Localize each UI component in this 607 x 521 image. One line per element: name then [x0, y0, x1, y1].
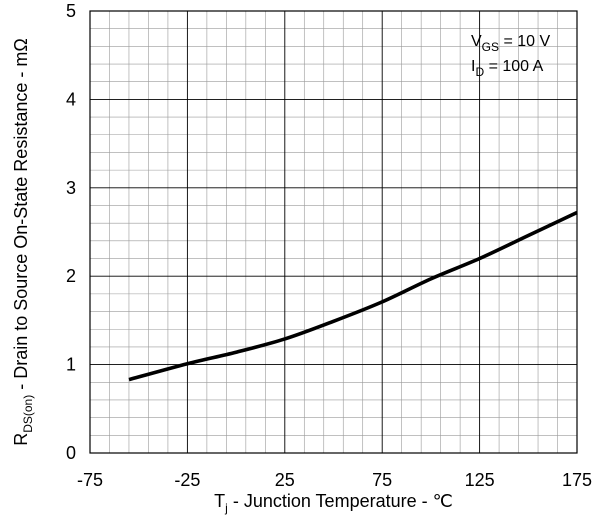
annotation-main: I [471, 58, 475, 75]
y-tick-label: 4 [66, 89, 76, 109]
x-tick-label: 125 [465, 470, 495, 490]
plot-frame [89, 10, 578, 454]
y-tick-label: 2 [66, 266, 76, 286]
grid-major [89, 10, 578, 454]
x-axis-label-main: T [214, 491, 225, 511]
y-tick-labels: 0 1 2 3 4 5 [66, 1, 76, 463]
grid-minor [90, 11, 577, 453]
series-layer [128, 210, 578, 382]
x-tick-label: -75 [77, 470, 103, 490]
x-tick-labels: -75 -25 25 75 125 175 [77, 470, 592, 490]
y-tick-label: 3 [66, 178, 76, 198]
y-tick-label: 0 [66, 443, 76, 463]
x-axis-label-sub: j [224, 501, 228, 515]
x-tick-label: 75 [372, 470, 392, 490]
annotation-text: ID = 100 A [471, 58, 544, 79]
x-tick-label: 25 [275, 470, 295, 490]
y-axis-label: RDS(on) - Drain to Source On-State Resis… [11, 38, 35, 446]
x-tick-label: 175 [562, 470, 592, 490]
annotation-sub: GS [482, 40, 499, 54]
x-tick-label: -25 [174, 470, 200, 490]
y-axis-label-sub: DS(on) [21, 395, 35, 433]
annotation-main: V [471, 33, 482, 50]
y-tick-label: 1 [66, 355, 76, 375]
y-tick-label: 5 [66, 1, 76, 21]
annotations: VGS = 10 V ID = 100 A [471, 33, 550, 79]
y-axis-label-main: R [11, 433, 31, 446]
series-line [128, 210, 578, 382]
annotation-text: VGS = 10 V [471, 33, 550, 54]
annotation-rest: = 10 V [499, 33, 550, 50]
annotation-rest: = 100 A [484, 58, 543, 75]
x-axis-label: Tj - Junction Temperature - ℃ [214, 491, 453, 515]
x-axis-label-rest: - Junction Temperature - ℃ [228, 491, 453, 511]
annotation-sub: D [475, 65, 484, 79]
y-axis-label-rest: - Drain to Source On-State Resistance - … [11, 38, 31, 395]
